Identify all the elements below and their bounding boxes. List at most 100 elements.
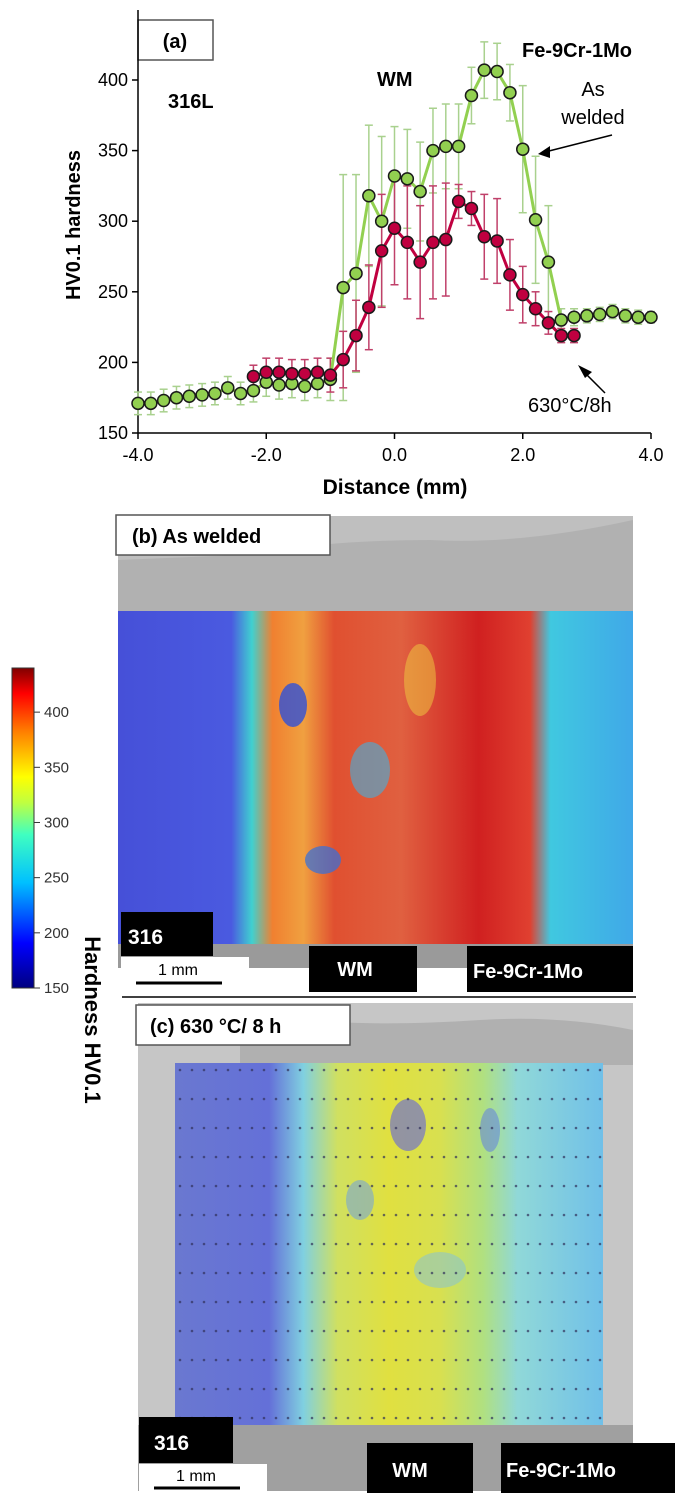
indent-dot bbox=[310, 1387, 314, 1391]
indent-dot bbox=[286, 1387, 290, 1391]
indent-dot bbox=[502, 1097, 506, 1101]
indent-dot bbox=[538, 1068, 542, 1072]
indent-dot bbox=[322, 1387, 326, 1391]
indent-dot bbox=[190, 1387, 194, 1391]
indent-dot bbox=[298, 1068, 302, 1072]
indent-dot bbox=[478, 1097, 482, 1101]
x-tick-label: 0.0 bbox=[382, 445, 407, 465]
indent-dot bbox=[250, 1242, 254, 1246]
indent-dot bbox=[382, 1184, 386, 1188]
data-point bbox=[567, 310, 581, 324]
indent-dot bbox=[454, 1097, 458, 1101]
indent-dot bbox=[286, 1068, 290, 1072]
indent-dot bbox=[250, 1126, 254, 1130]
indent-dot bbox=[502, 1358, 506, 1362]
indent-dot bbox=[430, 1155, 434, 1159]
indent-dot bbox=[406, 1242, 410, 1246]
indent-dot bbox=[442, 1329, 446, 1333]
indent-dot bbox=[226, 1300, 230, 1304]
label-fe9cr1mo-b: Fe-9Cr-1Mo bbox=[473, 961, 583, 983]
indent-dot bbox=[286, 1416, 290, 1420]
data-point bbox=[349, 266, 363, 281]
indent-dot bbox=[502, 1126, 506, 1130]
data-point bbox=[439, 232, 453, 247]
indent-dot bbox=[286, 1126, 290, 1130]
indent-dot bbox=[502, 1329, 506, 1333]
indent-dot bbox=[286, 1242, 290, 1246]
indent-dot bbox=[394, 1126, 398, 1130]
indent-dot bbox=[526, 1068, 530, 1072]
indent-dot bbox=[406, 1213, 410, 1217]
indent-dot bbox=[550, 1097, 554, 1101]
panel-c-label: (c) 630 °C/ 8 h bbox=[150, 1016, 281, 1038]
indent-dot bbox=[394, 1271, 398, 1275]
indent-dot bbox=[358, 1068, 362, 1072]
scale-bar-label-b: 1 mm bbox=[158, 962, 198, 979]
indent-dot bbox=[334, 1213, 338, 1217]
indent-dot bbox=[394, 1097, 398, 1101]
indent-dot bbox=[550, 1155, 554, 1159]
indent-dot bbox=[370, 1126, 374, 1130]
indent-dot bbox=[238, 1387, 242, 1391]
indent-dot bbox=[262, 1097, 266, 1101]
indent-dot bbox=[322, 1155, 326, 1159]
indent-dot bbox=[586, 1155, 590, 1159]
indent-dot bbox=[418, 1242, 422, 1246]
indent-dot bbox=[514, 1416, 518, 1420]
indent-dot bbox=[310, 1300, 314, 1304]
indent-dot bbox=[358, 1329, 362, 1333]
indent-dot bbox=[430, 1126, 434, 1130]
panel-a-label: (a) bbox=[163, 31, 187, 53]
indent-dot bbox=[214, 1358, 218, 1362]
indent-dot bbox=[442, 1387, 446, 1391]
data-point bbox=[310, 376, 325, 391]
indent-dot bbox=[514, 1184, 518, 1188]
x-tick-label: 2.0 bbox=[510, 445, 535, 465]
soft-spot-b1 bbox=[279, 683, 307, 727]
indent-dot bbox=[286, 1329, 290, 1333]
indent-dot bbox=[490, 1329, 494, 1333]
indent-dot bbox=[538, 1213, 542, 1217]
data-point bbox=[618, 309, 633, 323]
indent-dot bbox=[502, 1416, 506, 1420]
data-point bbox=[490, 234, 504, 248]
indent-dot bbox=[262, 1184, 266, 1188]
indent-dot bbox=[190, 1184, 194, 1188]
indent-dot bbox=[598, 1184, 602, 1188]
indent-dot bbox=[562, 1184, 566, 1188]
data-point bbox=[605, 304, 620, 319]
x-tick-label: -2.0 bbox=[251, 445, 282, 465]
indent-dot bbox=[346, 1126, 350, 1130]
indent-dot bbox=[286, 1271, 290, 1275]
indent-dot bbox=[430, 1242, 434, 1246]
indent-dot bbox=[322, 1300, 326, 1304]
indent-dot bbox=[598, 1242, 602, 1246]
data-point bbox=[336, 280, 350, 295]
colorbar-tick-label: 300 bbox=[44, 814, 69, 831]
indent-dot bbox=[526, 1184, 530, 1188]
indent-dot bbox=[298, 1184, 302, 1188]
indent-dot bbox=[562, 1126, 566, 1130]
pwht-hardness-map: (c) 630 °C/ 8 h 316 1 mm WM Fe-9Cr-1Mo bbox=[135, 1003, 675, 1496]
indent-dot bbox=[226, 1387, 230, 1391]
indent-dot bbox=[334, 1242, 338, 1246]
indent-dot bbox=[382, 1126, 386, 1130]
indent-dot bbox=[382, 1416, 386, 1420]
indent-dot bbox=[382, 1068, 386, 1072]
indent-dot bbox=[238, 1242, 242, 1246]
indent-dot bbox=[598, 1097, 602, 1101]
indent-dot bbox=[394, 1068, 398, 1072]
indent-dot bbox=[346, 1068, 350, 1072]
label-316-box-b bbox=[121, 912, 213, 956]
data-point bbox=[541, 316, 556, 330]
annotation-fe9cr1mo: Fe-9Cr-1Mo bbox=[522, 40, 632, 62]
data-point bbox=[259, 365, 273, 380]
indent-dot bbox=[478, 1358, 482, 1362]
indent-dot bbox=[526, 1416, 530, 1420]
indent-dot bbox=[202, 1184, 206, 1188]
indent-dot bbox=[466, 1184, 470, 1188]
data-point bbox=[336, 352, 350, 367]
data-point bbox=[297, 379, 312, 394]
indent-dot bbox=[586, 1329, 590, 1333]
indent-dot bbox=[358, 1242, 362, 1246]
